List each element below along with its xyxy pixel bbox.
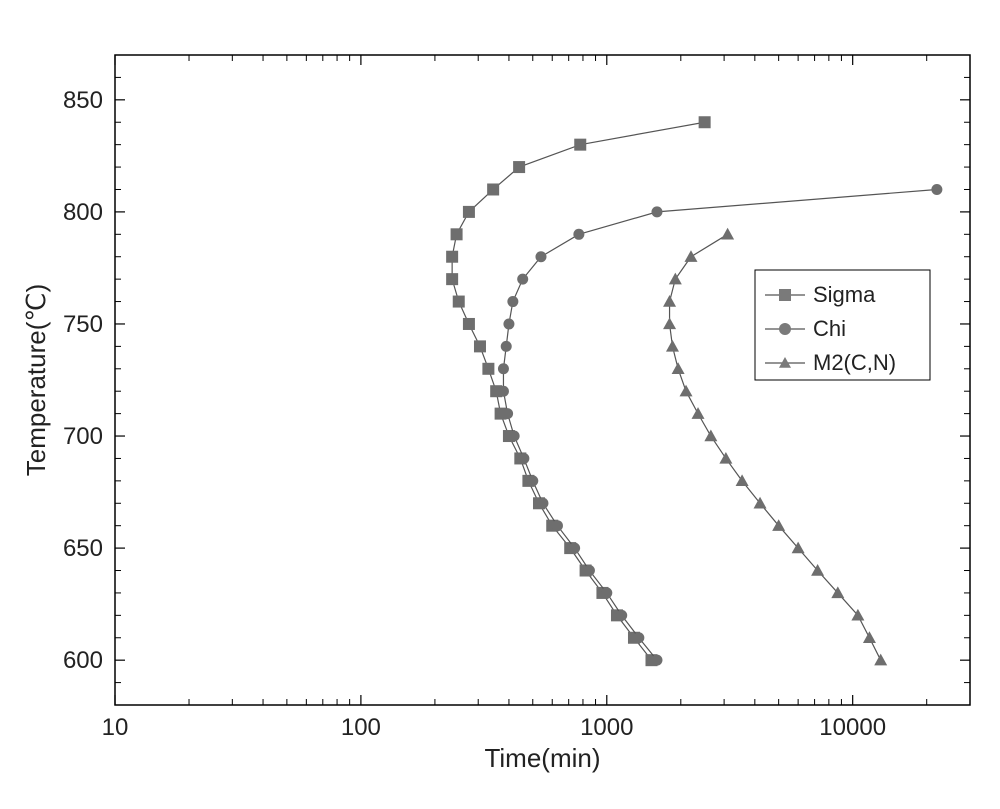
y-tick-label: 750 [63, 311, 103, 338]
marker-circle [498, 386, 509, 397]
chart-container: 10 100 1000 10000 600 650 700 750 800 850 Time(min… [0, 0, 1000, 809]
marker-circle [507, 296, 518, 307]
x-tick-label: 10000 [819, 714, 886, 741]
marker-circle [517, 274, 528, 285]
y-axis-label: Temperature(℃) [21, 284, 51, 476]
x-tick-label: 100 [341, 714, 381, 741]
marker-circle [601, 587, 612, 598]
x-tick-label: 1000 [580, 714, 633, 741]
marker-circle [573, 229, 584, 240]
marker-circle [651, 655, 662, 666]
marker-circle [633, 632, 644, 643]
marker-circle [502, 408, 513, 419]
marker-square [446, 273, 458, 285]
marker-circle [501, 341, 512, 352]
marker-square [487, 183, 499, 195]
marker-circle [537, 498, 548, 509]
legend-label: M2(C,N) [813, 350, 896, 375]
marker-square [453, 296, 465, 308]
marker-square [463, 318, 475, 330]
legend-label: Chi [813, 316, 846, 341]
legend-label: Sigma [813, 282, 876, 307]
marker-circle [518, 453, 529, 464]
marker-square [474, 340, 486, 352]
marker-circle [503, 318, 514, 329]
marker-circle [552, 520, 563, 531]
marker-square [463, 206, 475, 218]
marker-square [451, 228, 463, 240]
marker-circle [931, 184, 942, 195]
marker-square [513, 161, 525, 173]
marker-circle [569, 543, 580, 554]
y-tick-label: 800 [63, 199, 103, 226]
marker-circle [651, 206, 662, 217]
marker-circle [498, 363, 509, 374]
marker-circle [584, 565, 595, 576]
ttt-chart: 10 100 1000 10000 600 650 700 750 800 850 Time(min… [0, 0, 1000, 809]
x-axis-label: Time(min) [484, 743, 600, 773]
marker-square [779, 289, 791, 301]
y-tick-label: 700 [63, 423, 103, 450]
y-tick-label: 650 [63, 535, 103, 562]
marker-square [699, 116, 711, 128]
marker-circle [535, 251, 546, 262]
marker-circle [779, 323, 791, 335]
marker-square [446, 251, 458, 263]
y-tick-label: 850 [63, 87, 103, 114]
marker-circle [527, 475, 538, 486]
marker-circle [509, 431, 520, 442]
marker-circle [616, 610, 627, 621]
y-tick-label: 600 [63, 647, 103, 674]
marker-square [574, 139, 586, 151]
x-tick-label: 10 [102, 714, 129, 741]
marker-square [482, 363, 494, 375]
